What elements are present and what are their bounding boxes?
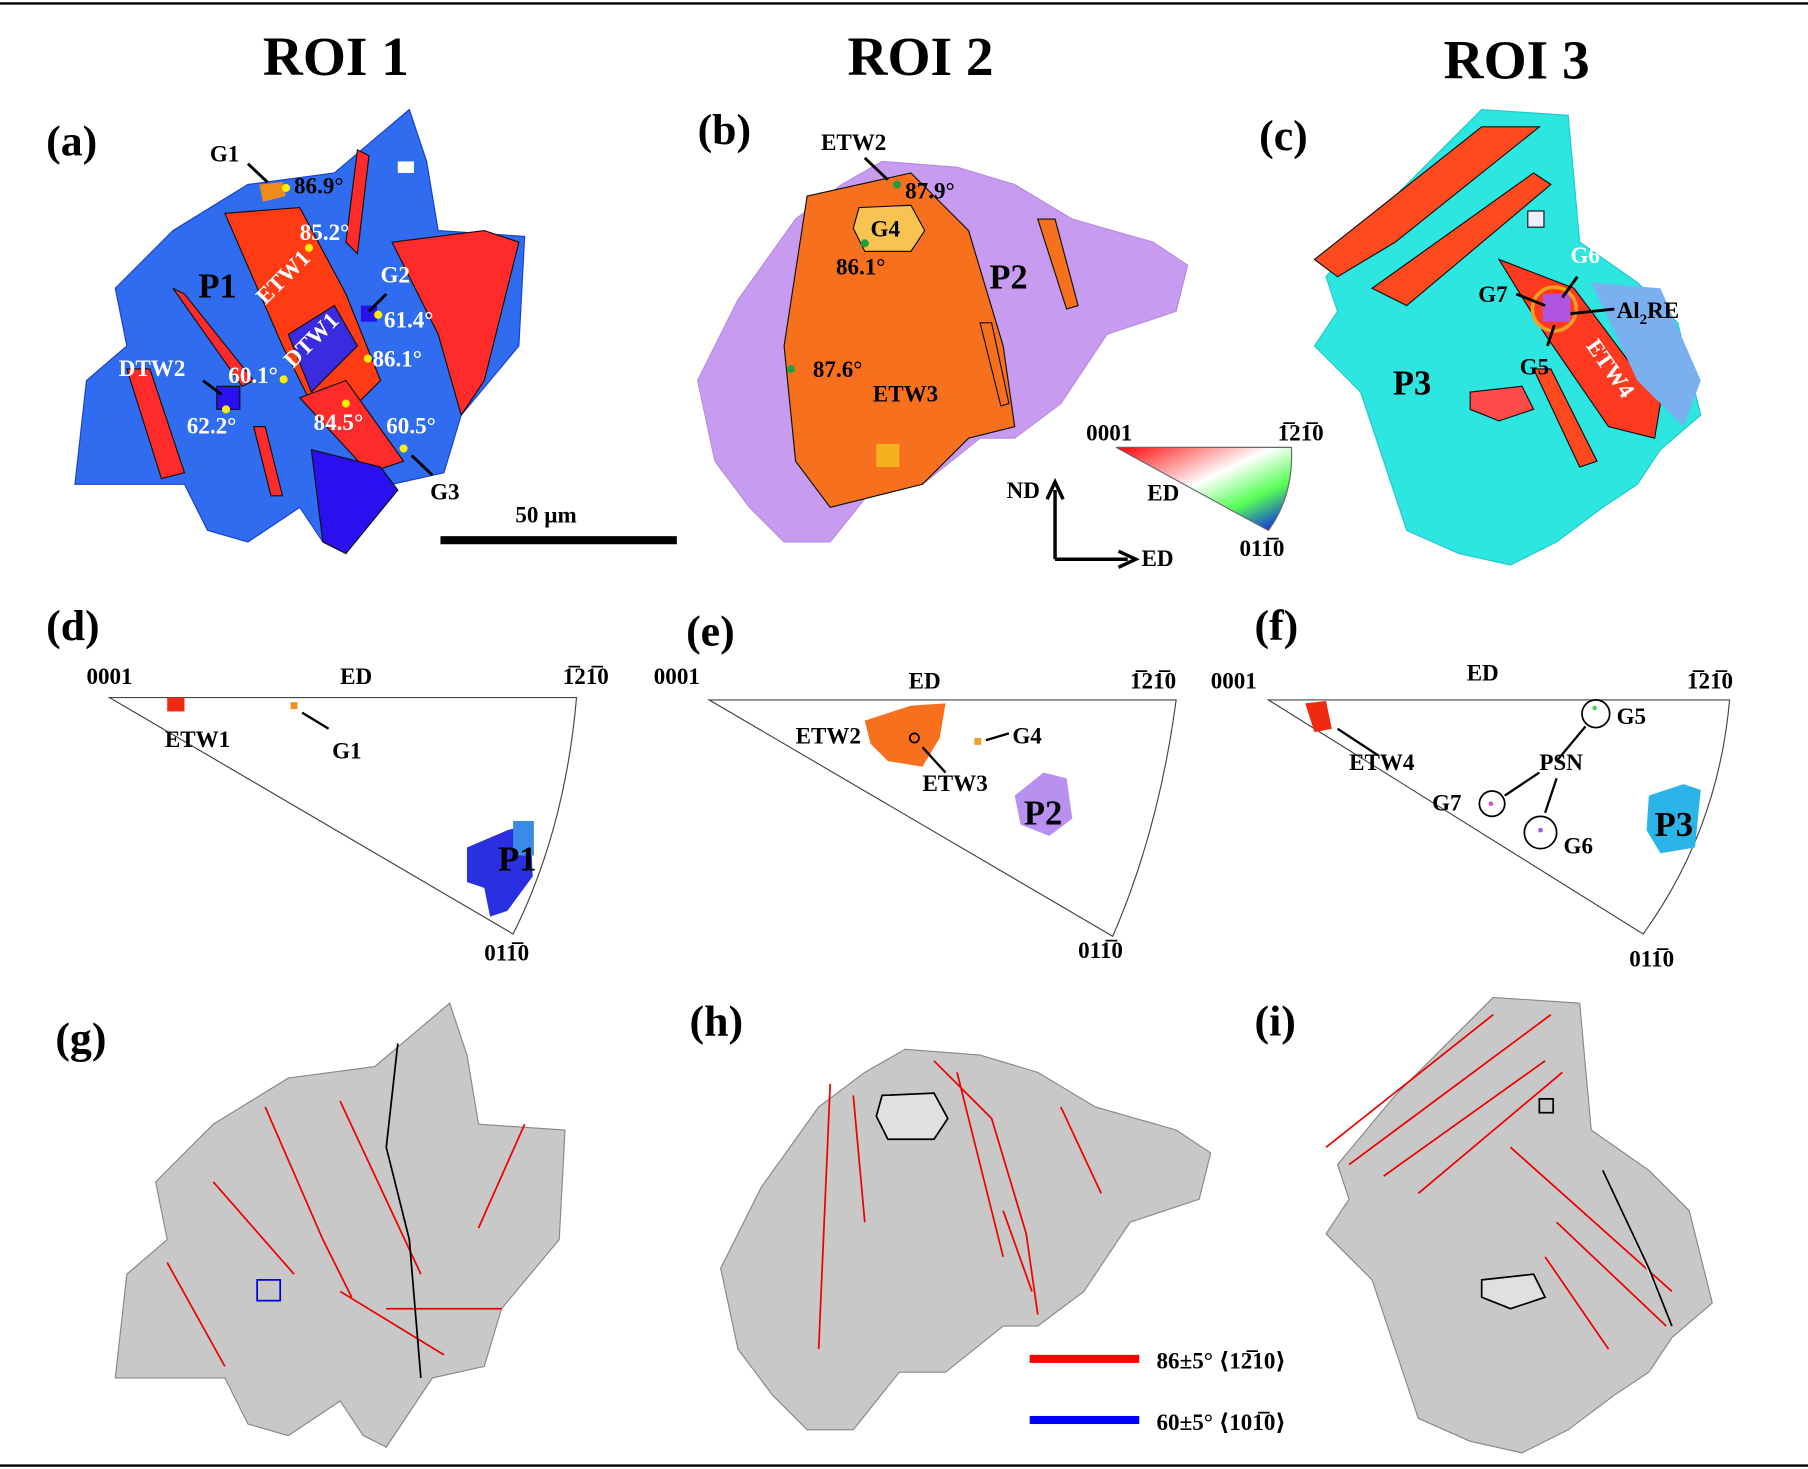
ipf-f-p3: P3 [1655,806,1693,844]
al2re-highlight-circle [1530,285,1578,333]
label-p2: P2 [989,258,1027,296]
panel-label-i: (i) [1255,997,1296,1045]
label-g3: G3 [430,478,459,504]
scale-bar-label: 50 µm [515,501,576,527]
label-p1: P1 [198,267,236,305]
angle-86-9: 86.9° [294,173,344,199]
ipf-f-0001: 0001 [1211,667,1257,693]
ipf-f-g7: G7 [1432,790,1461,816]
label-etw3: ETW3 [873,380,938,406]
label-etw2: ETW2 [821,129,886,155]
ipf-f-ed: ED [1467,659,1499,685]
panel-a-points [221,183,408,453]
label-al2re: Al2RE [1617,297,1680,328]
label-dtw2: DTW2 [119,355,186,381]
ipf-d-01-10: 011̅0 [484,940,529,966]
ipf-e-01-10: 011̅0 [1078,937,1123,963]
angle-87-6: 87.6° [813,356,863,382]
header-roi2: ROI 2 [848,26,994,87]
angle-60-1: 60.1° [228,362,278,388]
panel-label-f: (f) [1255,602,1299,650]
ipf-d-ed: ED [340,663,372,689]
panel-c-annotations [1515,275,1615,347]
label-g2: G2 [381,262,410,288]
axis-nd: ND [1007,477,1040,503]
legend-swatch-blue [1029,1415,1140,1425]
panel-b-points [786,180,902,374]
axis-ed: ED [1142,545,1174,571]
ipf-key-01-10: 011̅0 [1240,535,1285,561]
ipf-f-12-10: 1̅21̅0 [1687,667,1733,693]
angle-84-5: 84.5° [314,409,364,435]
angle-85-2: 85.2° [300,219,350,245]
boundary-map-h [720,1048,1212,1431]
ipf-e-p2: P2 [1024,794,1062,832]
panel-label-c: (c) [1259,112,1308,160]
header-roi3: ROI 3 [1444,29,1590,90]
ipf-d-p1: P1 [498,841,536,879]
legend-label-60: 60±5° ⟨101̅0⟩ [1157,1409,1286,1435]
label-p3: P3 [1393,364,1431,402]
panel-label-h: (h) [690,997,744,1045]
ipf-plot-e: 0001 ED 1̅21̅0 011̅0 ETW2 G4 ETW3 P2 [654,663,1177,963]
angle-60-5: 60.5° [386,413,436,439]
angle-86-1: 86.1° [372,346,422,372]
boundary-map-i [1325,996,1713,1454]
label-g1: G1 [210,140,239,166]
scale-bar [440,536,677,545]
ipf-e-0001: 0001 [654,663,700,689]
panel-label-d: (d) [46,602,100,650]
ipf-f-01-10: 011̅0 [1629,945,1674,971]
ipf-key-0001: 0001 [1086,419,1132,445]
ipf-e-ed: ED [909,667,941,693]
panel-b-annotations [863,156,889,181]
ipf-e-etw3: ETW3 [922,770,987,796]
label-g6: G6 [1570,242,1599,268]
ipf-d-etw1: ETW1 [165,726,230,752]
panel-a-annotations [202,162,434,477]
axes-indicator: ND ED [1007,477,1174,571]
ipf-plot-d: 0001 ED 1̅21̅0 011̅0 ETW1 G1 P1 [86,663,608,966]
ipf-d-0001: 0001 [86,663,132,689]
panel-label-g: (g) [55,1015,106,1063]
ipf-f-psn: PSN [1539,749,1583,775]
ebsd-map-a [74,108,526,555]
angle-62-2: 62.2° [187,413,237,439]
ipf-d-12-10: 1̅21̅0 [563,663,609,689]
boundary-legend: 86±5° ⟨12̅10⟩ 60±5° ⟨101̅0⟩ [1029,1348,1286,1435]
ipf-f-etw4: ETW4 [1349,749,1415,775]
ebsd-map-b [697,160,1189,543]
angle-86-1b: 86.1° [836,253,886,279]
ipf-color-key: 0001 1̅21̅0 011̅0 ED [1086,419,1324,560]
ipf-e-12-10: 1̅21̅0 [1130,667,1176,693]
ipf-e-g4: G4 [1012,723,1042,749]
ipf-plot-f: 0001 ED 1̅21̅0 011̅0 ETW4 G5 PSN G7 G6 P… [1211,659,1733,971]
label-g5: G5 [1520,354,1549,380]
ipf-f-g6: G6 [1564,832,1593,858]
ebsd-map-c [1313,108,1702,566]
ipf-d-g1: G1 [332,738,361,764]
angle-61-4: 61.4° [384,306,434,332]
panel-label-a: (a) [46,118,97,166]
ipf-key-ed: ED [1147,479,1179,505]
legend-swatch-red [1029,1354,1140,1363]
ipf-key-12-10: 1̅21̅0 [1278,419,1324,445]
header-roi1: ROI 1 [263,26,409,87]
ipf-f-g5: G5 [1617,703,1646,729]
panel-label-e: (e) [686,608,735,656]
legend-label-86: 86±5° ⟨12̅10⟩ [1157,1348,1286,1374]
label-g7: G7 [1478,281,1507,307]
angle-87-9: 87.9° [905,177,955,203]
panel-label-b: (b) [698,106,752,154]
label-g4: G4 [871,215,901,241]
ipf-e-etw2: ETW2 [796,723,861,749]
boundary-map-g [114,1002,566,1448]
